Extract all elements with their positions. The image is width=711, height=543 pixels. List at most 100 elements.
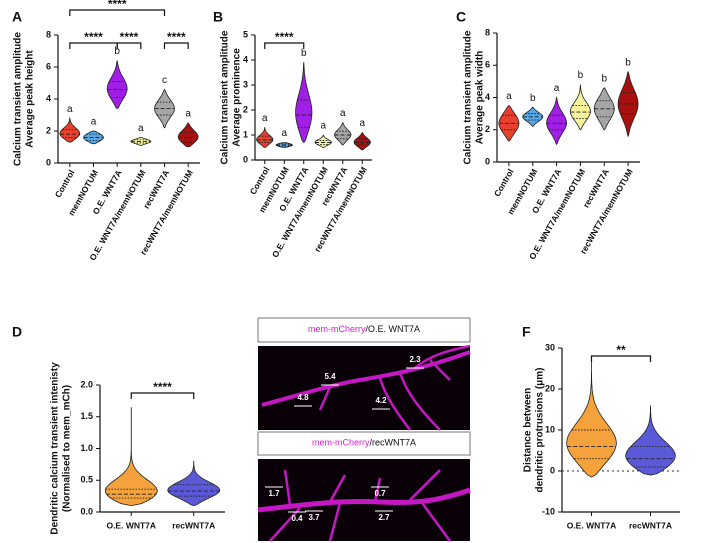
y-tick-label: 8	[46, 29, 51, 39]
measurement-label: 4.8	[297, 393, 309, 402]
group-label: a	[91, 117, 97, 128]
y-axis-label: Distance between	[523, 388, 534, 472]
y-tick-label: 1.5	[80, 411, 93, 421]
y-tick-label: 0	[243, 154, 248, 164]
significance-label: ****	[84, 30, 103, 44]
micrograph	[258, 346, 470, 430]
violin	[353, 132, 371, 151]
image-title: mem-mCherry/O.E. WNT7A	[308, 324, 420, 334]
significance-label: ****	[120, 30, 139, 44]
violin	[546, 96, 567, 145]
y-tick-label: 4	[485, 92, 490, 102]
y-tick-label: 1.0	[80, 443, 93, 453]
y-axis-label: Average peak width	[475, 51, 486, 145]
significance-label: ****	[275, 30, 294, 44]
group-label: a	[359, 118, 365, 129]
violin	[570, 84, 591, 131]
group-label: b	[578, 70, 584, 81]
y-tick-label: 0.5	[80, 475, 93, 485]
measurement-label: 5.4	[324, 372, 336, 381]
image-2: mem-mCherry/recWNT7A	[257, 431, 471, 542]
violin	[522, 106, 544, 127]
image-title: mem-mCherry/recWNT7A	[312, 438, 416, 448]
measurement-label: 2.3	[409, 355, 421, 364]
significance-bracket	[264, 42, 305, 49]
x-tick-label: recWNT7A/memNOTUM	[578, 167, 635, 255]
violin	[106, 60, 128, 110]
y-axis-label: dendritic protrusions (μm)	[535, 367, 546, 492]
significance-bracket	[116, 42, 142, 49]
y-axis-label: Average peak height	[25, 50, 36, 148]
measurement-label: 0.4	[291, 514, 303, 523]
violin	[256, 127, 274, 148]
violin	[334, 122, 352, 146]
group-label: a	[340, 108, 346, 119]
violin	[177, 122, 199, 148]
significance-label: ****	[108, 0, 127, 11]
group-label: a	[67, 104, 73, 115]
branches	[318, 344, 471, 431]
panel-letter: F	[522, 324, 531, 340]
group-label: b	[530, 93, 536, 104]
y-axis-label: Calcium transient amplitude	[463, 30, 474, 164]
y-tick-label: 4	[46, 93, 51, 103]
violin	[104, 407, 158, 507]
image-title-box	[257, 317, 471, 343]
y-axis-label: Average prominence	[232, 48, 243, 147]
group-label: c	[162, 75, 167, 86]
branches	[269, 469, 452, 542]
image-1: mem-mCherry/O.E. WNT7A	[257, 317, 471, 431]
y-tick-label: 6	[485, 60, 490, 70]
violin	[566, 356, 617, 478]
marker-label: mem-mCherry	[308, 324, 366, 334]
y-tick-label: -10	[542, 506, 555, 516]
y-axis-label: Calcium transient amplitude	[13, 32, 24, 166]
y-axis-label: Calcium transient amplitude	[220, 30, 231, 164]
y-tick-label: 2.0	[80, 379, 93, 389]
y-tick-label: 2	[485, 124, 490, 134]
y-axis-label: (Normalised to mem_mCh)	[62, 385, 73, 512]
y-tick-label: 1	[243, 129, 248, 139]
condition-label: /recWNT7A	[369, 438, 416, 448]
y-tick-label: 4	[243, 54, 248, 64]
significance-bracket	[69, 9, 166, 16]
significance-label: ****	[153, 380, 172, 394]
measurement-label: 2.7	[378, 513, 390, 522]
x-tick-label: O.E. WNT7A	[567, 520, 617, 530]
violin	[59, 116, 81, 143]
x-tick-label: O.E. WNT7A	[106, 520, 156, 530]
y-tick-label: 20	[545, 383, 555, 393]
y-tick-label: 2	[46, 125, 51, 135]
x-tick-label: recWNT7A	[172, 520, 215, 530]
measurement-label: 3.7	[308, 513, 320, 522]
panel-letter: A	[12, 9, 22, 25]
violin	[167, 460, 221, 507]
y-tick-label: 30	[545, 342, 555, 352]
group-label: a	[554, 83, 560, 94]
significance-bracket	[163, 42, 189, 49]
group-label: a	[320, 121, 326, 132]
group-label: a	[185, 109, 191, 120]
violin	[314, 134, 332, 148]
measurement-label: 0.7	[374, 489, 386, 498]
significance-bracket	[590, 355, 652, 362]
group-label: b	[301, 48, 307, 59]
measurement-label: 1.7	[268, 489, 280, 498]
group-label: b	[114, 46, 120, 57]
marker-label: mem-mCherry	[312, 438, 370, 448]
dendrite	[257, 487, 471, 513]
x-tick-label: Control	[53, 168, 77, 199]
dendrite	[261, 350, 471, 407]
significance-bracket	[130, 392, 195, 399]
panel-letter: D	[12, 324, 22, 340]
measurement-label: 4.2	[375, 396, 387, 405]
group-label: a	[506, 91, 512, 102]
image-title-box	[257, 431, 471, 456]
panel-letter: B	[213, 9, 223, 25]
x-tick-label: recWNT7A/memNOTUM	[138, 168, 195, 256]
y-axis-label: Dendritic calcium transient intenisty	[50, 362, 61, 535]
y-tick-label: 3	[243, 79, 248, 89]
y-tick-label: 5	[243, 29, 248, 39]
